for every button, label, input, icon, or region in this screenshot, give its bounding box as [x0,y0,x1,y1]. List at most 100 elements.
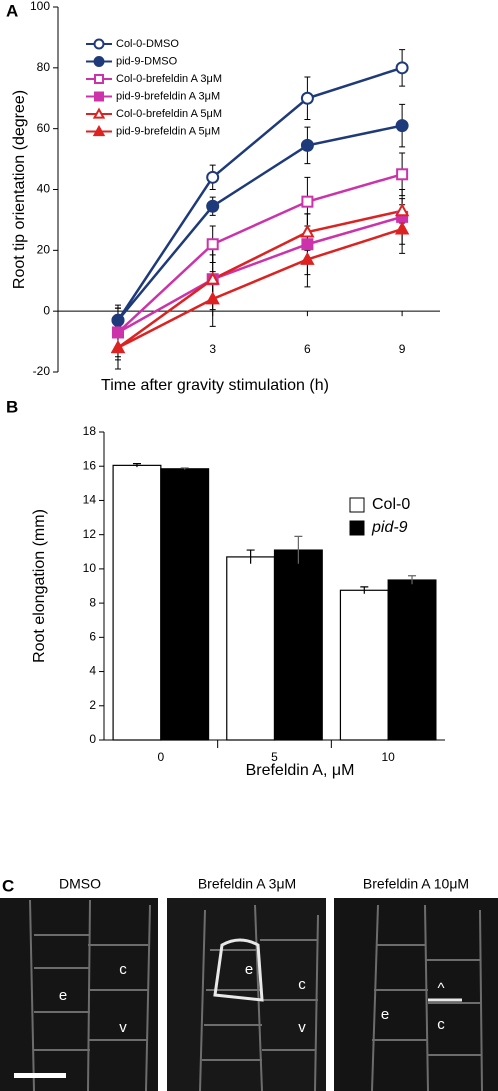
micrograph [334,898,498,1091]
legend-label: Col-0 [372,496,410,513]
legend-label: pid-9 [371,519,408,536]
y-tick-label: 10 [83,561,97,575]
y-axis-label: Root elongation (mm) [31,509,48,663]
y-tick-label: 4 [89,664,96,678]
marker [396,168,409,181]
y-tick-label: 8 [89,595,96,609]
legend-label: pid-9-DMSO [116,55,178,67]
error-bar [294,535,303,564]
series-line [117,209,403,349]
x-tick-label: 6 [304,342,311,356]
y-tick-label: 14 [83,493,97,507]
error-bar [180,467,189,470]
panel-label: C [2,876,14,895]
y-tick-label: 40 [37,182,51,196]
marker [395,119,409,133]
y-tick-label: 16 [83,458,97,472]
legend-label: Col-0-brefeldin A 5μM [116,108,222,120]
image-title: DMSO [59,876,101,892]
panel-label: B [6,397,18,416]
marker [92,124,106,137]
bar [339,589,389,741]
y-tick-label: 2 [89,698,96,712]
error-bar [360,586,369,594]
marker [395,61,409,75]
y-tick-label: 20 [37,243,51,257]
scale-bar [14,1073,66,1078]
error-bar [408,575,417,585]
marker [206,170,220,184]
marker [206,238,219,251]
cell-label: ^ [437,980,444,997]
micrograph [0,898,158,1091]
image-title: Brefeldin A 3μM [198,876,296,892]
marker [205,291,220,305]
x-axis-label: Brefeldin A, μM [246,762,355,779]
image-title: Brefeldin A 10μM [363,876,469,892]
bar [226,556,276,741]
marker [206,199,220,213]
marker [111,313,125,327]
legend-swatch [349,497,365,513]
y-tick-label: -20 [33,364,51,378]
cell-label: e [59,987,67,1004]
x-tick-label: 0 [157,750,164,764]
x-tick-label: 3 [209,342,216,356]
x-tick-label: 10 [381,750,395,764]
cell-label: c [437,1016,445,1033]
cell-label: v [119,1019,127,1036]
marker [301,238,314,251]
bar [160,468,210,741]
bar [273,549,323,741]
legend-swatch [349,520,365,536]
micrographs [0,898,498,1091]
legend-label: Col-0-brefeldin A 3μM [116,73,222,85]
micrograph [167,898,326,1091]
marker [205,271,220,285]
x-tick-label: 9 [399,342,406,356]
x-axis-label: Time after gravity stimulation (h) [101,377,329,394]
marker [394,221,410,235]
series-line [117,173,403,334]
y-tick-label: 12 [83,527,97,541]
bar [112,464,162,741]
cell-label: e [381,1006,389,1023]
cell-label: c [298,976,306,993]
marker [93,38,105,50]
x-tick-label: 5 [271,750,278,764]
marker [94,74,104,84]
y-tick-label: 0 [43,303,50,317]
error-bar [246,549,255,564]
marker [300,224,315,238]
legend-label: pid-9-brefeldin A 5μM [116,125,220,137]
legend-label: pid-9-brefeldin A 3μM [116,90,220,102]
marker [92,107,106,119]
series-line [116,66,403,321]
marker [300,138,314,152]
series-line [117,215,403,334]
y-tick-label: 18 [83,424,97,438]
y-tick-label: 6 [89,630,96,644]
cell-walls [29,899,483,1091]
series-line [117,124,403,322]
marker [300,91,314,105]
y-tick-label: 80 [37,60,51,74]
marker [110,340,126,354]
marker [394,203,410,217]
y-tick-label: 100 [30,0,50,13]
cell-label: e [245,961,253,978]
bright-walls [213,938,462,1002]
marker [93,56,105,67]
marker [300,251,315,265]
series-line [117,227,403,349]
y-tick-label: 60 [37,121,51,135]
error-bar [132,463,141,468]
y-tick-label: 0 [89,732,96,746]
panel-label: A [6,1,18,20]
cell-label: c [119,961,127,978]
cell-label: v [298,1019,306,1036]
marker [111,326,124,339]
marker [94,91,104,102]
marker [301,195,314,208]
